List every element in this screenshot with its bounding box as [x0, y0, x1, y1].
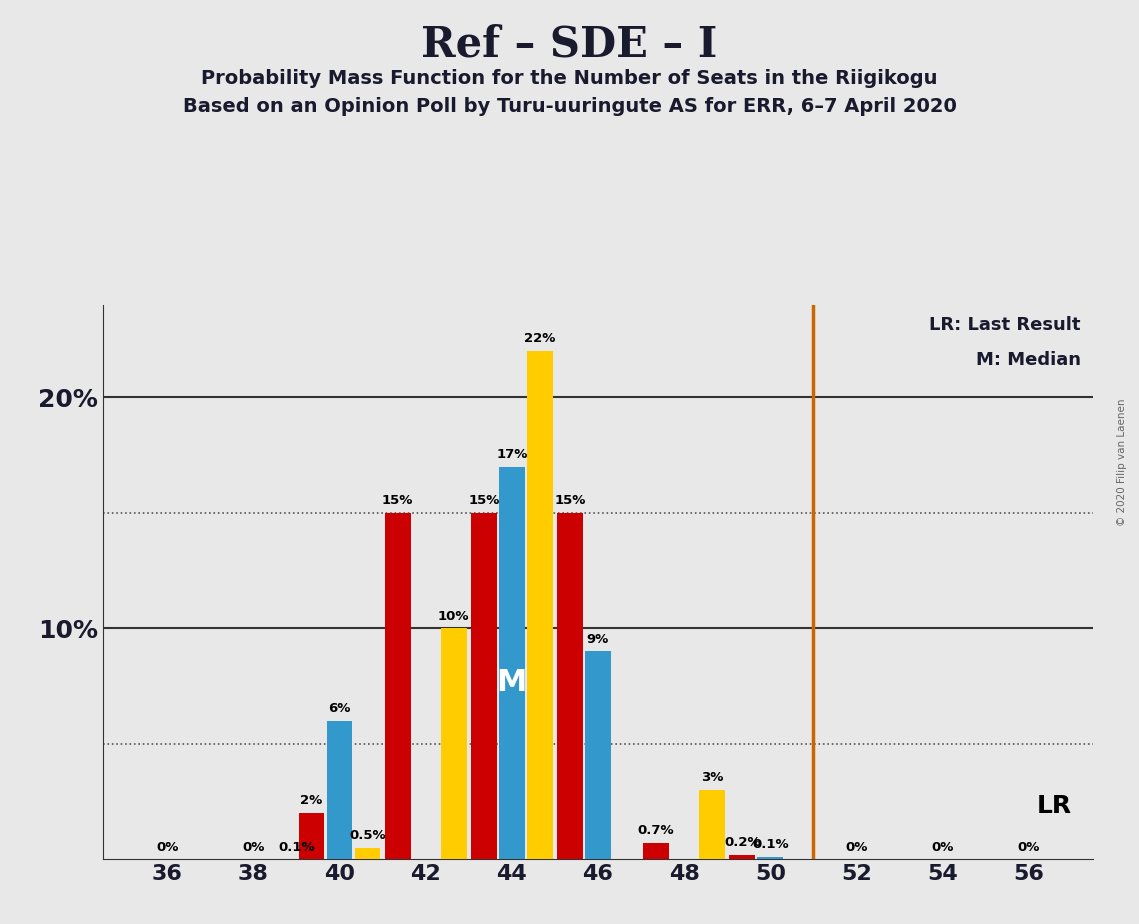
Bar [470, 513, 497, 859]
Bar [441, 628, 467, 859]
Text: 17%: 17% [497, 448, 527, 461]
Text: 6%: 6% [328, 702, 351, 715]
Text: 0%: 0% [1017, 841, 1040, 854]
Bar [354, 848, 380, 859]
Bar [557, 513, 583, 859]
Bar [729, 855, 755, 859]
Text: 15%: 15% [468, 494, 500, 507]
Text: 3%: 3% [700, 772, 723, 784]
Text: 0.2%: 0.2% [724, 836, 761, 849]
Text: 0%: 0% [932, 841, 953, 854]
Text: M: Median: M: Median [975, 351, 1081, 369]
Bar [499, 467, 525, 859]
Text: 0%: 0% [845, 841, 868, 854]
Bar [385, 513, 410, 859]
Text: 0%: 0% [156, 841, 179, 854]
Text: 15%: 15% [382, 494, 413, 507]
Text: 0%: 0% [243, 841, 264, 854]
Text: 0.1%: 0.1% [278, 841, 314, 854]
Bar [757, 857, 784, 859]
Bar [585, 651, 611, 859]
Text: LR: Last Result: LR: Last Result [929, 316, 1081, 334]
Text: 9%: 9% [587, 633, 609, 646]
Bar [699, 790, 726, 859]
Text: 15%: 15% [555, 494, 585, 507]
Text: LR: LR [1036, 794, 1072, 818]
Text: 2%: 2% [301, 795, 322, 808]
Bar [527, 351, 552, 859]
Text: Based on an Opinion Poll by Turu-uuringute AS for ERR, 6–7 April 2020: Based on an Opinion Poll by Turu-uuringu… [182, 97, 957, 116]
Text: 0.1%: 0.1% [752, 838, 788, 851]
Text: Ref – SDE – I: Ref – SDE – I [421, 23, 718, 65]
Bar [644, 843, 669, 859]
Text: M: M [497, 668, 527, 697]
Text: 0.7%: 0.7% [638, 824, 674, 837]
Bar [298, 813, 325, 859]
Text: 0.5%: 0.5% [350, 829, 386, 842]
Text: Probability Mass Function for the Number of Seats in the Riigikogu: Probability Mass Function for the Number… [202, 69, 937, 89]
Text: © 2020 Filip van Laenen: © 2020 Filip van Laenen [1117, 398, 1126, 526]
Text: 22%: 22% [524, 333, 556, 346]
Text: 10%: 10% [437, 610, 469, 623]
Bar [327, 721, 352, 859]
